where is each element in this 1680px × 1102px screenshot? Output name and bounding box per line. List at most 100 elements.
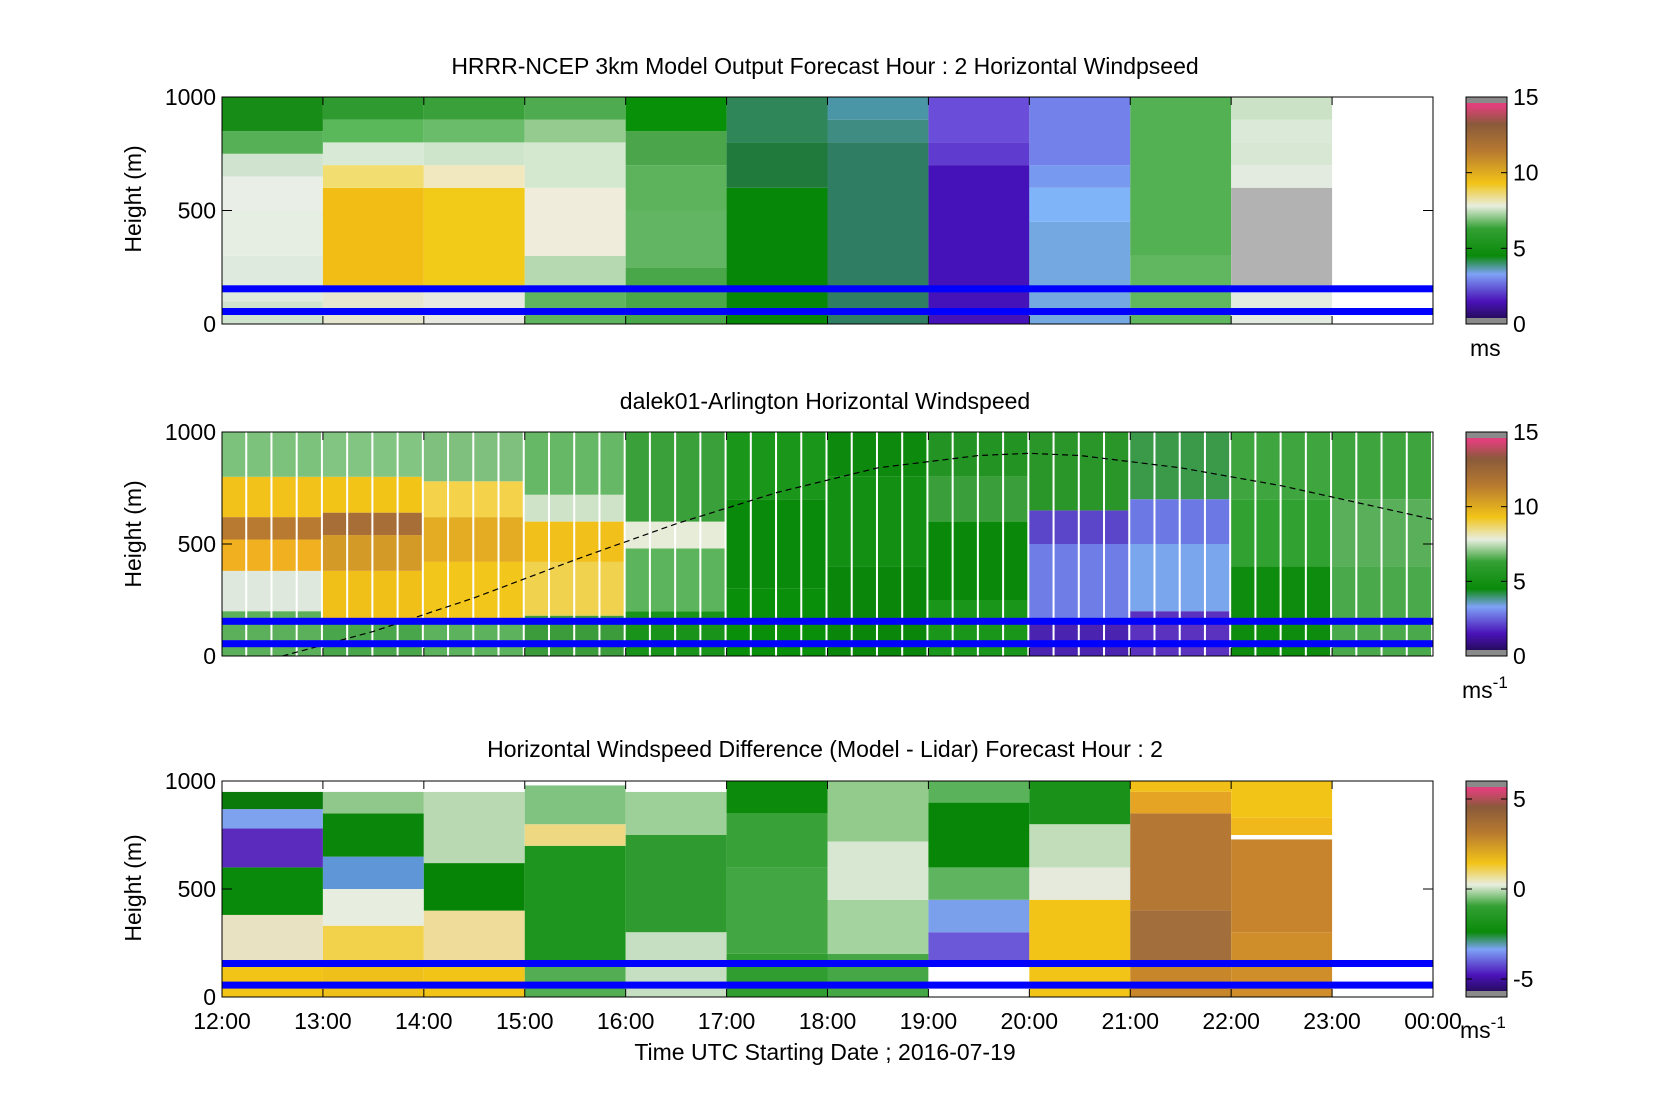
heatmap-cell	[272, 432, 296, 477]
heatmap-cell	[701, 432, 725, 522]
heatmap-cell	[247, 570, 271, 612]
panel-difference-ylabel: Height (m)	[120, 834, 146, 941]
x-tick-label: 19:00	[900, 1008, 958, 1034]
heatmap-cell	[222, 781, 323, 792]
heatmap-cell	[549, 494, 574, 522]
heatmap-cell	[1231, 781, 1333, 818]
heatmap-cell	[953, 476, 977, 522]
panel-model-colorbar-unit: ms	[1470, 335, 1501, 361]
heatmap-cell	[978, 600, 1003, 656]
heatmap-cell	[978, 521, 1003, 600]
heatmap-cell	[247, 539, 271, 571]
heatmap-cell	[423, 517, 448, 562]
heatmap-cell	[423, 142, 525, 166]
heatmap-cell	[625, 835, 727, 933]
heatmap-cell	[827, 476, 851, 567]
heatmap-cell	[348, 432, 372, 477]
heatmap-cell	[852, 566, 876, 656]
heatmap-cell	[322, 142, 424, 166]
boundary-line	[222, 617, 1433, 625]
heatmap-cell	[1105, 622, 1129, 656]
heatmap-cell	[322, 570, 347, 623]
heatmap-cell	[549, 432, 574, 495]
heatmap-cell	[650, 432, 675, 522]
heatmap-cell	[1004, 521, 1028, 600]
heatmap-cell	[1407, 432, 1431, 500]
x-tick-label: 17:00	[698, 1008, 756, 1034]
heatmap-cell	[524, 255, 626, 290]
heatmap-cell	[247, 432, 271, 477]
heatmap-cell	[423, 863, 525, 911]
colorbar-tick-label: 0	[1513, 311, 1526, 337]
heatmap-cell	[272, 517, 296, 540]
heatmap-cell	[1105, 544, 1129, 623]
panel-lidar-colorbar: 0 5 10 15	[1465, 419, 1539, 669]
heatmap-cell	[1054, 432, 1078, 511]
x-tick-label: 16:00	[597, 1008, 655, 1034]
heatmap-cell	[953, 521, 977, 600]
heatmap-cell	[222, 153, 323, 177]
heatmap-cell	[1231, 839, 1333, 933]
heatmap-cell	[524, 824, 626, 846]
heatmap-cell	[928, 476, 952, 522]
heatmap-cell	[1231, 835, 1333, 840]
heatmap-cell	[903, 476, 927, 567]
heatmap-cell	[928, 802, 1030, 868]
heatmap-cell	[322, 119, 424, 143]
heatmap-cell	[524, 521, 548, 562]
heatmap-cell	[877, 432, 902, 477]
heatmap-cell	[348, 476, 372, 513]
colorbar-tick-label: 10	[1513, 160, 1539, 186]
heatmap-cell	[524, 964, 626, 997]
heatmap-cell	[423, 432, 448, 482]
heatmap-cell	[222, 97, 323, 132]
heatmap-cell	[928, 781, 1030, 803]
heatmap-cell	[1029, 781, 1131, 825]
heatmap-cell	[474, 517, 498, 562]
heatmap-cell	[423, 781, 525, 792]
heatmap-cell	[222, 255, 323, 302]
colorbar-tick-label: 5	[1513, 786, 1526, 812]
heatmap-cell	[877, 566, 902, 656]
heatmap-cell	[423, 481, 448, 518]
heatmap-cell	[1231, 432, 1255, 500]
heatmap-cell	[1306, 499, 1331, 567]
heatmap-cell	[247, 517, 271, 540]
heatmap-cell	[676, 521, 700, 549]
heatmap-cell	[423, 622, 448, 656]
heatmap-cell	[297, 432, 321, 477]
x-tick-label: 00:00	[1404, 1008, 1462, 1034]
heatmap-cell	[1281, 499, 1305, 567]
heatmap-cell	[903, 566, 927, 656]
heatmap-cell	[1256, 432, 1280, 500]
colorbar-overflow	[1466, 432, 1507, 438]
heatmap-cell	[903, 432, 927, 477]
heatmap-cell	[852, 432, 876, 477]
x-tick-label: 18:00	[799, 1008, 857, 1034]
heatmap-cell	[398, 535, 422, 571]
heatmap-cell	[827, 432, 851, 477]
heatmap-cell	[423, 97, 525, 120]
heatmap-cell	[1029, 97, 1131, 166]
heatmap-cell	[348, 512, 372, 536]
heatmap-cell	[1130, 781, 1232, 792]
heatmap-cell	[1256, 566, 1280, 656]
panel-model-title: HRRR-NCEP 3km Model Output Forecast Hour…	[451, 53, 1198, 79]
y-tick-label: 0	[203, 311, 216, 337]
heatmap-cell	[1054, 622, 1078, 656]
y-tick-label: 1000	[165, 419, 216, 445]
heatmap-cell	[1130, 791, 1232, 814]
heatmap-cell	[928, 867, 1030, 900]
heatmap-cell	[600, 561, 624, 616]
x-tick-label: 13:00	[294, 1008, 352, 1034]
y-tick-label: 1000	[165, 768, 216, 794]
y-tick-label: 1000	[165, 84, 216, 110]
heatmap-cell	[398, 622, 422, 656]
heatmap-cell	[1205, 544, 1230, 612]
heatmap-cell	[222, 210, 323, 256]
heatmap-cell	[322, 476, 347, 513]
heatmap-cell	[625, 165, 727, 211]
heatmap-cell	[398, 512, 422, 536]
heatmap-cell	[1256, 499, 1280, 567]
